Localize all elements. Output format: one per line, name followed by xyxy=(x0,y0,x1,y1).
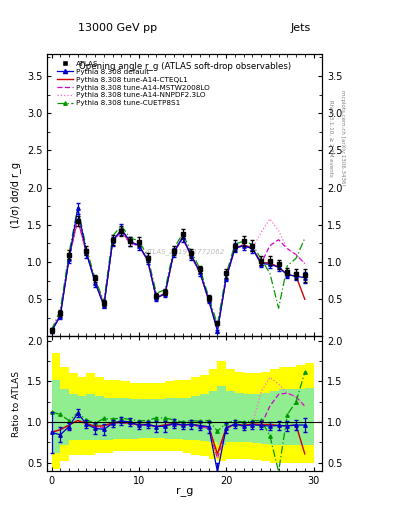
Text: ATLAS_2019_I1772062: ATLAS_2019_I1772062 xyxy=(145,248,225,255)
Legend: ATLAS, Pythia 8.308 default, Pythia 8.308 tune-A14-CTEQL1, Pythia 8.308 tune-A14: ATLAS, Pythia 8.308 default, Pythia 8.30… xyxy=(56,60,210,107)
Text: Opening angle r_g (ATLAS soft-drop observables): Opening angle r_g (ATLAS soft-drop obser… xyxy=(79,62,291,71)
X-axis label: r_g: r_g xyxy=(176,487,193,497)
Text: Jets: Jets xyxy=(290,23,310,33)
Y-axis label: (1/σ) dσ/d r_g: (1/σ) dσ/d r_g xyxy=(10,162,21,228)
Text: mcplots.cern.ch [arXiv:1306.3436]: mcplots.cern.ch [arXiv:1306.3436] xyxy=(340,91,345,186)
Text: Rivet 3.1.10, ≥ 2.7M events: Rivet 3.1.10, ≥ 2.7M events xyxy=(328,100,333,177)
Text: 13000 GeV pp: 13000 GeV pp xyxy=(78,23,158,33)
Y-axis label: Ratio to ATLAS: Ratio to ATLAS xyxy=(12,371,21,437)
